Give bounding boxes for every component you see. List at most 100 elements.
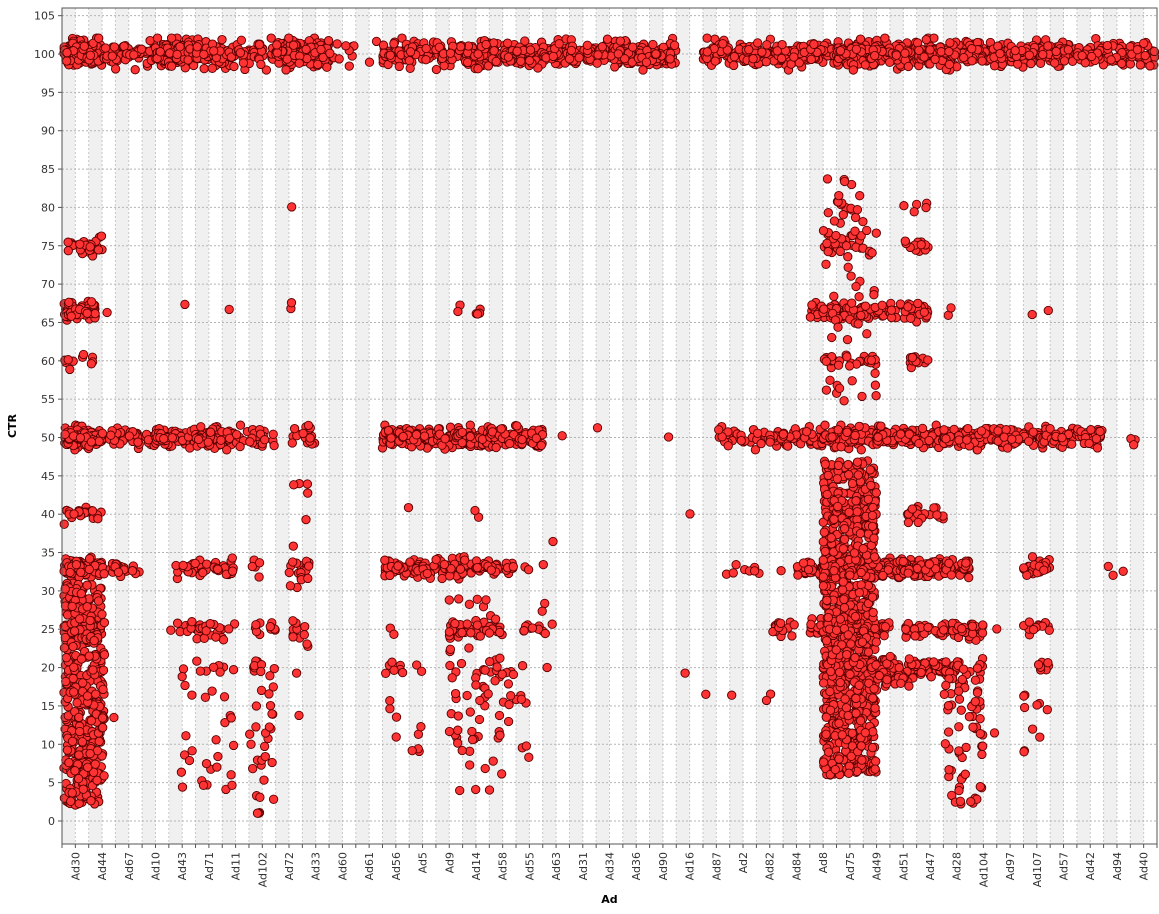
data-point: [482, 40, 490, 48]
data-point: [406, 558, 414, 566]
data-point: [212, 633, 220, 641]
data-point: [473, 563, 481, 571]
data-point: [603, 35, 611, 43]
data-point: [766, 438, 774, 446]
data-point: [160, 435, 168, 443]
data-point: [466, 432, 474, 440]
data-point: [977, 427, 985, 435]
data-point: [960, 53, 968, 61]
data-point: [711, 57, 719, 65]
data-point: [1068, 440, 1076, 448]
data-point: [210, 47, 218, 55]
data-point: [703, 34, 711, 42]
data-point: [939, 626, 947, 634]
data-point: [947, 571, 955, 579]
data-point: [273, 41, 281, 49]
data-point: [167, 34, 175, 42]
data-point: [799, 559, 807, 567]
data-point: [1087, 426, 1095, 434]
data-point: [1119, 567, 1127, 575]
data-point: [565, 55, 573, 63]
data-point: [945, 559, 953, 567]
grid-stripe: [1130, 8, 1143, 844]
data-point: [843, 428, 851, 436]
data-point: [945, 47, 953, 55]
data-point: [432, 65, 440, 73]
data-point: [188, 618, 196, 626]
data-point: [790, 53, 798, 61]
data-point: [732, 561, 740, 569]
data-point: [537, 441, 545, 449]
data-point: [855, 422, 863, 430]
data-point: [828, 433, 836, 441]
data-point: [252, 621, 260, 629]
data-point: [962, 559, 970, 567]
data-point: [125, 432, 133, 440]
data-point: [101, 44, 109, 52]
data-point: [1133, 46, 1141, 54]
data-point: [335, 55, 343, 63]
data-point: [806, 313, 814, 321]
data-point: [583, 41, 591, 49]
data-point: [871, 51, 879, 59]
data-point: [314, 60, 322, 68]
data-point: [204, 438, 212, 446]
data-point: [593, 59, 601, 67]
data-point: [763, 41, 771, 49]
data-point: [166, 49, 174, 57]
data-point: [257, 60, 265, 68]
data-point: [808, 301, 816, 309]
data-point: [137, 45, 145, 53]
data-point: [217, 436, 225, 444]
data-point: [1028, 310, 1036, 318]
data-point: [95, 34, 103, 42]
data-point: [100, 570, 108, 578]
data-point: [406, 64, 414, 72]
data-point: [111, 65, 119, 73]
data-point: [925, 560, 933, 568]
data-point: [525, 56, 533, 64]
data-point: [1013, 60, 1021, 68]
data-point: [820, 305, 828, 313]
data-point: [302, 45, 310, 53]
data-point: [236, 49, 244, 57]
data-point: [237, 36, 245, 44]
data-point: [289, 558, 297, 566]
data-point: [323, 63, 331, 71]
data-point: [794, 571, 802, 579]
data-point: [394, 562, 402, 570]
data-point: [922, 35, 930, 43]
data-point: [777, 567, 785, 575]
data-point: [1107, 56, 1115, 64]
data-point: [821, 421, 829, 429]
data-point: [915, 439, 923, 447]
data-point: [762, 58, 770, 66]
data-point: [836, 47, 844, 55]
data-point: [67, 312, 75, 320]
data-point: [880, 632, 888, 640]
grid-stripe: [329, 8, 342, 844]
data-point: [282, 66, 290, 74]
data-point: [649, 40, 657, 48]
data-point: [1085, 439, 1093, 447]
data-point: [737, 436, 745, 444]
data-point: [990, 62, 998, 70]
data-point: [593, 424, 601, 432]
data-point: [947, 304, 955, 312]
data-point: [492, 443, 500, 451]
data-point: [788, 632, 796, 640]
data-point: [86, 51, 94, 59]
data-point: [1051, 59, 1059, 67]
data-point: [575, 54, 583, 62]
data-point: [181, 300, 189, 308]
data-point: [130, 51, 138, 59]
grid-stripe: [756, 8, 769, 844]
data-point: [333, 40, 341, 48]
data-point: [184, 56, 192, 64]
data-point: [290, 424, 298, 432]
data-point: [1008, 435, 1016, 443]
data-point: [901, 49, 909, 57]
data-point: [76, 434, 84, 442]
data-point: [295, 59, 303, 67]
